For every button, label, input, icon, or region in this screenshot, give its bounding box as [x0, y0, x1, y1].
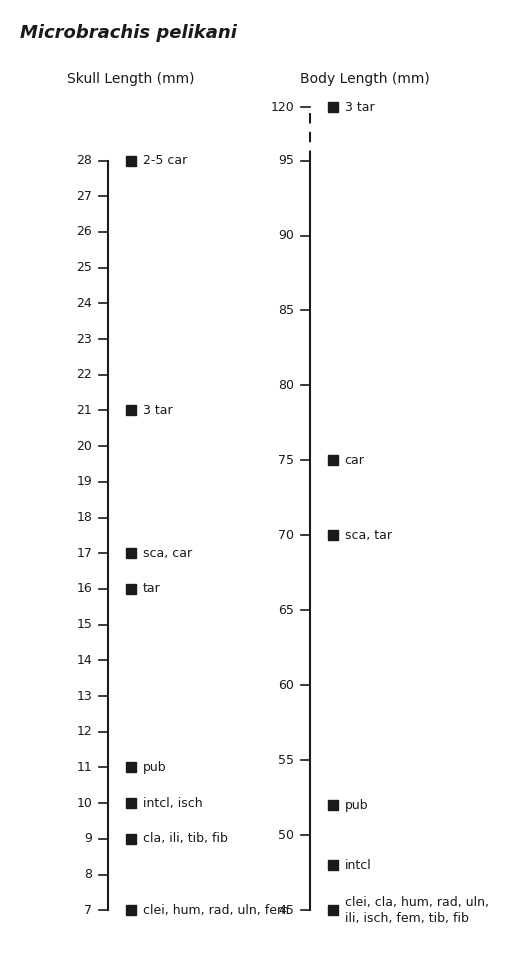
Text: clei, cla, hum, rad, uln,
ili, isch, fem, tib, fib: clei, cla, hum, rad, uln, ili, isch, fem…	[344, 896, 488, 924]
Text: 24: 24	[76, 297, 92, 310]
Text: 16: 16	[76, 583, 92, 595]
Text: 26: 26	[76, 225, 92, 239]
Text: 21: 21	[76, 403, 92, 417]
Text: cla, ili, tib, fib: cla, ili, tib, fib	[143, 832, 227, 846]
Text: 14: 14	[76, 654, 92, 666]
Text: 3 tar: 3 tar	[344, 100, 374, 114]
Text: 85: 85	[277, 304, 294, 317]
Text: 19: 19	[76, 476, 92, 488]
Text: pub: pub	[344, 798, 367, 812]
Text: tar: tar	[143, 583, 160, 595]
Text: 20: 20	[76, 440, 92, 453]
Text: sca, car: sca, car	[143, 547, 191, 560]
Text: 9: 9	[84, 832, 92, 846]
Text: Skull Length (mm): Skull Length (mm)	[67, 71, 194, 86]
Text: intcl, isch: intcl, isch	[143, 796, 202, 810]
Text: 15: 15	[76, 618, 92, 631]
Text: 95: 95	[277, 154, 294, 167]
Text: car: car	[344, 454, 363, 467]
Text: sca, tar: sca, tar	[344, 529, 391, 542]
Text: 60: 60	[277, 679, 294, 691]
Text: 120: 120	[270, 100, 294, 114]
Text: Body Length (mm): Body Length (mm)	[300, 71, 429, 86]
Text: 25: 25	[76, 261, 92, 274]
Text: 13: 13	[76, 690, 92, 703]
Text: 75: 75	[277, 454, 294, 467]
Text: 27: 27	[76, 190, 92, 203]
Text: 17: 17	[76, 547, 92, 560]
Text: 10: 10	[76, 796, 92, 810]
Text: 18: 18	[76, 511, 92, 524]
Text: 65: 65	[277, 604, 294, 617]
Text: 8: 8	[84, 868, 92, 881]
Text: 12: 12	[76, 725, 92, 739]
Text: 45: 45	[277, 903, 294, 917]
Text: 28: 28	[76, 154, 92, 167]
Text: clei, hum, rad, uln, fem: clei, hum, rad, uln, fem	[143, 903, 288, 917]
Text: 7: 7	[84, 903, 92, 917]
Text: 55: 55	[277, 754, 294, 767]
Text: 2-5 car: 2-5 car	[143, 154, 186, 167]
Text: 22: 22	[76, 368, 92, 381]
Text: pub: pub	[143, 761, 166, 774]
Text: 90: 90	[277, 229, 294, 242]
Text: 50: 50	[277, 829, 294, 842]
Text: 23: 23	[76, 332, 92, 346]
Text: Microbrachis pelikani: Microbrachis pelikani	[20, 24, 237, 42]
Text: 70: 70	[277, 529, 294, 542]
Text: 11: 11	[76, 761, 92, 774]
Text: 80: 80	[277, 379, 294, 392]
Text: intcl: intcl	[344, 859, 371, 872]
Text: 3 tar: 3 tar	[143, 403, 172, 417]
